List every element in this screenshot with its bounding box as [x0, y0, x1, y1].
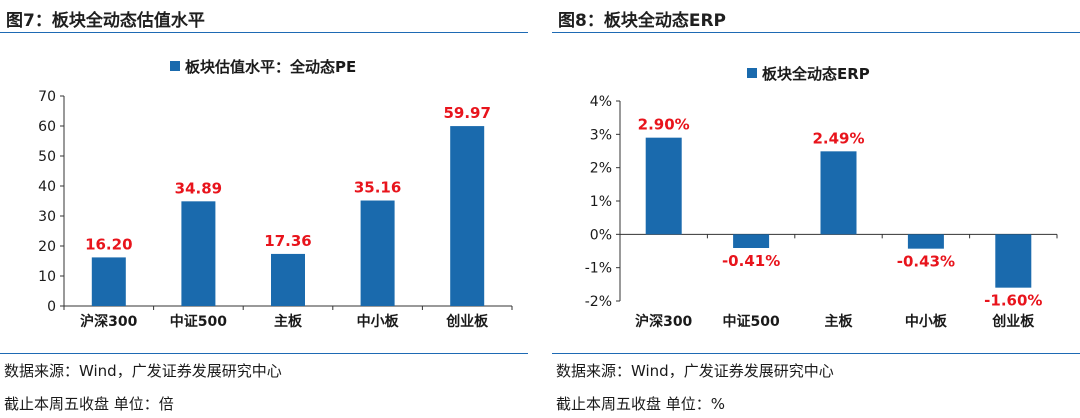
y-tick-label: 1% — [590, 194, 612, 210]
x-category-label: 中证500 — [722, 313, 779, 330]
y-tick-label: 0% — [590, 227, 612, 243]
y-tick-label: 30 — [38, 209, 56, 225]
y-tick-label: -1% — [585, 261, 612, 277]
x-category-label: 中小板 — [905, 313, 948, 330]
figure-title: 图7：板块全动态估值水平 — [6, 11, 205, 31]
data-label: -1.60% — [984, 292, 1042, 310]
y-tick-label: 10 — [38, 269, 56, 285]
data-label: 17.36 — [264, 232, 311, 250]
x-category-label: 中小板 — [357, 313, 400, 330]
unit-note: 截止本周五收盘 单位：% — [556, 395, 726, 413]
legend-swatch — [170, 61, 180, 71]
data-label: 2.49% — [812, 129, 864, 147]
x-category-label: 主板 — [274, 313, 303, 330]
bar — [450, 126, 485, 306]
bar — [91, 257, 126, 306]
y-tick-label: 70 — [38, 89, 56, 105]
chart-panel-pe: 图7：板块全动态估值水平 板块估值水平：全动态PE 0 10 20 30 40 50 60 70… — [0, 0, 528, 418]
data-label: 16.20 — [85, 235, 132, 253]
unit-note: 截止本周五收盘 单位：倍 — [4, 395, 174, 413]
footer-divider — [552, 353, 1080, 354]
title-divider — [552, 32, 1080, 33]
data-label: 34.89 — [175, 179, 222, 197]
y-tick-label: -2% — [585, 294, 612, 310]
y-tick-label: 4% — [590, 94, 612, 110]
bar — [907, 234, 944, 249]
bar — [645, 137, 682, 235]
y-tick-label: 60 — [38, 119, 56, 135]
erp-bar-chart: 板块全动态ERP -2% -1% 0% 1% 2% 3% 4% 2.90% 沪深300 -0.41%… — [585, 65, 1058, 330]
y-tick-label: 20 — [38, 239, 56, 255]
source-note: 数据来源：Wind，广发证券发展研究中心 — [4, 362, 282, 380]
y-tick-label: 2% — [590, 161, 612, 177]
x-category-label: 中证500 — [170, 313, 227, 330]
figure-title: 图8：板块全动态ERP — [558, 11, 726, 31]
bar — [820, 151, 857, 235]
bar — [733, 234, 770, 248]
y-tick-label: 40 — [38, 179, 56, 195]
data-label: 2.90% — [638, 116, 690, 134]
y-tick-label: 0 — [47, 299, 56, 315]
bar — [360, 200, 395, 306]
legend-label: 板块估值水平：全动态PE — [185, 58, 356, 76]
x-category-label: 创业板 — [445, 313, 489, 330]
title-divider — [0, 32, 528, 33]
y-tick-label: 50 — [38, 149, 56, 165]
x-category-label: 创业板 — [991, 313, 1035, 330]
data-label: 35.16 — [354, 179, 401, 197]
data-label: -0.41% — [722, 252, 780, 270]
y-tick-label: 3% — [590, 127, 612, 143]
bar — [181, 201, 216, 306]
data-label: -0.43% — [897, 253, 955, 271]
source-note: 数据来源：Wind，广发证券发展研究中心 — [556, 362, 834, 380]
x-category-label: 沪深300 — [80, 313, 137, 330]
footer-divider — [0, 353, 528, 354]
legend-label: 板块全动态ERP — [762, 65, 870, 83]
legend-swatch — [747, 68, 757, 78]
pe-bar-chart: 板块估值水平：全动态PE 0 10 20 30 40 50 60 70 16.20 沪深300 34.… — [38, 58, 513, 330]
bar — [271, 253, 305, 306]
x-category-label: 主板 — [825, 313, 854, 330]
bar — [995, 234, 1032, 288]
chart-panel-erp: 图8：板块全动态ERP 板块全动态ERP -2% -1% 0% 1% 2% 3% 4% 2.90… — [552, 0, 1080, 418]
data-label: 59.97 — [443, 104, 490, 122]
x-category-label: 沪深300 — [635, 313, 692, 330]
